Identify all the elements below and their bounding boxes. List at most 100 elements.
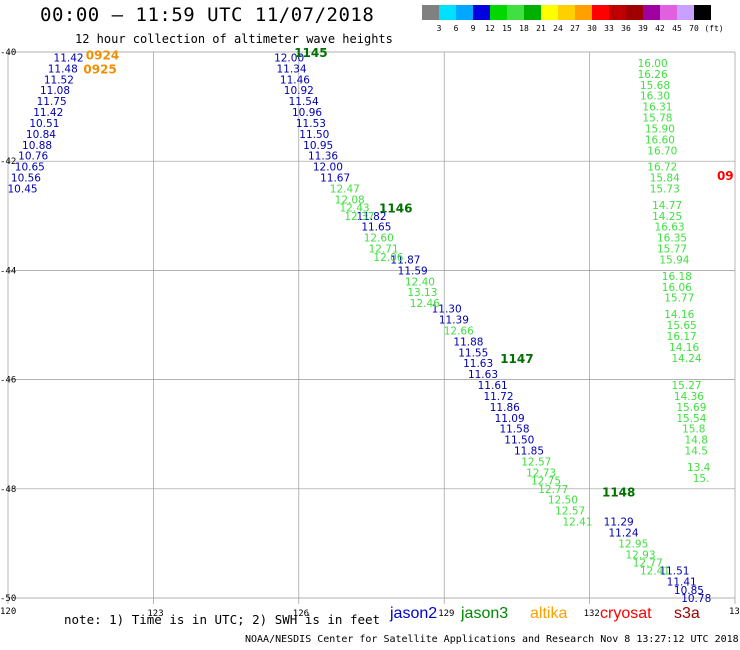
jason3-swh-label: 12.37 [344, 211, 374, 223]
jason3-swh-label: 15.84 [650, 173, 680, 185]
jason3-swh-label: 16.00 [638, 58, 668, 70]
jason2-swh-label: 11.75 [37, 96, 67, 108]
jason2-swh-label: 11.65 [361, 222, 391, 234]
axis-ticks: 120 123 126 129 132 135 -40 -42 -44 -46 -48 -50 [0, 48, 740, 619]
note-text: note: 1) Time is in UTC; 2) SWH is in fe… [64, 612, 381, 627]
jason2-swh-label: 10.45 [8, 184, 38, 196]
jason3-swh-label: 14.25 [652, 211, 682, 223]
jason3-swh-label: 14.16 [669, 342, 699, 354]
jason2-swh-label: 11.39 [439, 315, 469, 327]
jason3-swh-label: 15.8 [682, 424, 705, 436]
color-tick-label: 30 [587, 24, 597, 33]
x-tick-label: 129 [438, 609, 454, 619]
jason2-swh-label: 11.36 [308, 151, 338, 163]
color-swatch [541, 5, 558, 20]
pass-time-label: 1146 [379, 202, 412, 216]
pass-time-label: 0925 [83, 62, 116, 76]
color-swatch [660, 5, 677, 20]
jason3-swh-label: 12.08 [335, 194, 365, 206]
jason3-swh-label: 15.68 [640, 80, 670, 92]
jason2-swh-label: 11.63 [463, 358, 493, 370]
jason3-swh-label: 12.57 [555, 506, 585, 518]
jason3-swh-label: 16.30 [640, 91, 670, 103]
jason2-swh-label: 11.48 [48, 63, 78, 75]
jason3-swh-label: 16.60 [645, 134, 675, 146]
jason2-swh-label: 11.50 [504, 435, 534, 447]
jason3-swh-label: 14.8 [685, 435, 708, 447]
jason2-swh-label: 10.96 [292, 107, 322, 119]
color-tick-label: 3 [436, 24, 442, 33]
jason3-swh-label: 14.5 [685, 446, 708, 458]
jason2-swh-label: 11.53 [296, 118, 326, 130]
y-tick-label: -50 [0, 594, 16, 604]
jason3-swh-label: 12.06 [373, 252, 403, 264]
jason3-swh-label: 12.47 [330, 184, 360, 196]
jason3-swh-label: 15.94 [659, 254, 689, 266]
pass-time-label: 1147 [500, 352, 533, 366]
x-tick-label: 120 [0, 607, 16, 617]
jason2-swh-label: 10.95 [303, 140, 333, 152]
color-swatch [592, 5, 609, 20]
color-swatch [456, 5, 473, 20]
jason3-swh-label: 16.26 [638, 69, 668, 81]
chart-title: 00:00 – 11:59 UTC 11/07/2018 [40, 4, 375, 26]
color-swatch [524, 5, 541, 20]
color-swatch [626, 5, 643, 20]
jason3-swh-label: 14.16 [664, 309, 694, 321]
jason2-swh-label: 12.00 [313, 162, 343, 174]
color-tick-label: 6 [453, 24, 459, 33]
jason3-swh-label: 12.73 [526, 467, 556, 479]
legend-altika: altika [530, 605, 568, 622]
y-tick-label: -44 [0, 266, 16, 276]
jason3-swh-label: 12.75 [531, 476, 561, 488]
jason2-swh-label: 10.56 [11, 173, 41, 185]
jason3-swh-label: 12.60 [364, 233, 394, 245]
jason3-swh-label: 14.77 [652, 200, 682, 212]
jason3-swh-label: 15.77 [657, 244, 687, 256]
jason2-swh-label: 11.54 [289, 96, 319, 108]
jason2-swh-label: 11.50 [299, 129, 329, 141]
jason3-swh-label: 16.17 [667, 331, 697, 343]
color-swatch [473, 5, 490, 20]
jason3-swh-label: 12.71 [369, 244, 399, 256]
x-tick-label: 126 [293, 609, 309, 619]
jason2-swh-label: 11.58 [499, 424, 529, 436]
jason3-swh-label: 15.65 [667, 320, 697, 332]
jason2-swh-label: 11.82 [356, 211, 386, 223]
jason2-swh-label: 11.24 [608, 527, 638, 539]
jason3-swh-label: 12.77 [538, 484, 568, 496]
jason3-swh-label: 12.43 [340, 203, 370, 215]
jason3-swh-label: 12.46 [410, 298, 440, 310]
jason3-swh-label: 12.57 [521, 457, 551, 469]
jason2-swh-label: 11.85 [514, 446, 544, 458]
color-tick-label: 42 [655, 24, 665, 33]
jason3-swh-label: 12.41 [640, 566, 670, 578]
jason2-swh-label: 11.55 [458, 347, 488, 359]
y-tick-label: -46 [0, 376, 16, 386]
jason2-swh-label: 11.61 [478, 380, 508, 392]
jason2-swh-label: 11.63 [468, 369, 498, 381]
color-tick-label: 15 [502, 24, 512, 33]
jason3-swh-label: 15.77 [664, 293, 694, 305]
color-tick-label: 36 [621, 24, 631, 33]
color-tick-label: 24 [553, 24, 563, 33]
color-tick-label: 9 [470, 24, 476, 33]
jason3-swh-label: 13.4 [687, 462, 711, 474]
jason2-swh-label: 11.52 [44, 74, 74, 86]
color-swatch [507, 5, 524, 20]
jason3-swh-label: 16.18 [662, 271, 692, 283]
x-tick-label: 135 [729, 607, 740, 617]
jason2-swh-label: 11.46 [280, 74, 310, 86]
jason3-swh-label: 16.35 [657, 233, 687, 245]
jason2-swh-label: 10.78 [681, 593, 711, 605]
jason2-swh-label: 10.84 [26, 129, 56, 141]
pass-time-label: 1148 [602, 486, 635, 500]
color-tick-label: 12 [485, 24, 495, 33]
color-swatch [643, 5, 660, 20]
color-swatch [490, 5, 507, 20]
jason3-swh-label: 12.50 [548, 495, 578, 507]
color-swatch [558, 5, 575, 20]
jason2-swh-label: 11.30 [432, 304, 462, 316]
x-tick-label: 132 [584, 609, 600, 619]
